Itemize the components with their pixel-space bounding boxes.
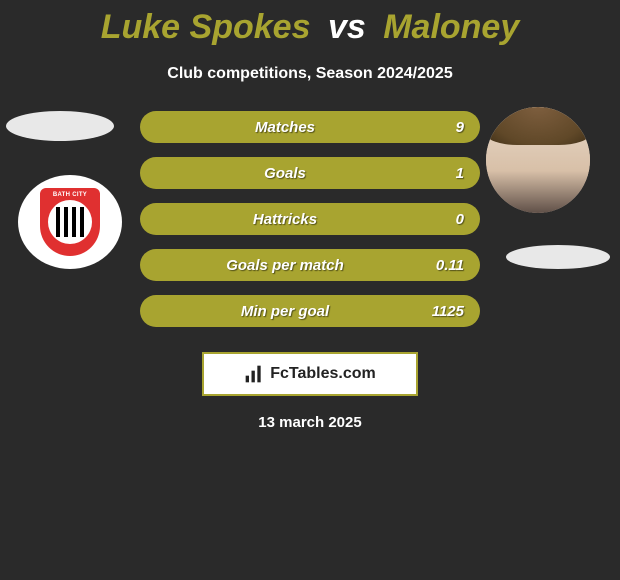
stat-value: 0.11 — [414, 257, 464, 274]
player2-photo — [486, 107, 590, 213]
stat-row-hattricks: Hattricks 0 — [140, 203, 480, 235]
stat-label: Min per goal — [156, 303, 414, 320]
player1-club-badge: BATH CITY — [18, 175, 122, 269]
shield-icon: BATH CITY — [40, 188, 100, 256]
stat-label: Hattricks — [156, 211, 414, 228]
player2-name: Maloney — [383, 8, 519, 46]
stat-value: 9 — [414, 119, 464, 136]
page-title: Luke Spokes vs Maloney — [0, 0, 620, 47]
badge-label: BATH CITY — [53, 192, 87, 198]
stat-row-mpg: Min per goal 1125 — [140, 295, 480, 327]
decorative-oval-right — [506, 245, 610, 269]
subtitle: Club competitions, Season 2024/2025 — [0, 65, 620, 83]
stat-label: Goals — [156, 165, 414, 182]
player1-name: Luke Spokes — [101, 8, 311, 46]
brand-text: FcTables.com — [270, 365, 376, 383]
stat-label: Goals per match — [156, 257, 414, 274]
decorative-oval-left — [6, 111, 114, 141]
bar-chart-icon — [244, 364, 264, 384]
stat-row-gpm: Goals per match 0.11 — [140, 249, 480, 281]
stat-row-matches: Matches 9 — [140, 111, 480, 143]
face-icon — [486, 107, 590, 213]
stat-value: 1125 — [414, 303, 464, 320]
vs-label: vs — [328, 8, 366, 46]
stat-value: 1 — [414, 165, 464, 182]
stats-list: Matches 9 Goals 1 Hattricks 0 Goals per … — [140, 111, 480, 327]
stat-row-goals: Goals 1 — [140, 157, 480, 189]
brand-link[interactable]: FcTables.com — [202, 352, 418, 396]
date-label: 13 march 2025 — [0, 414, 620, 431]
stat-value: 0 — [414, 211, 464, 228]
stat-label: Matches — [156, 119, 414, 136]
